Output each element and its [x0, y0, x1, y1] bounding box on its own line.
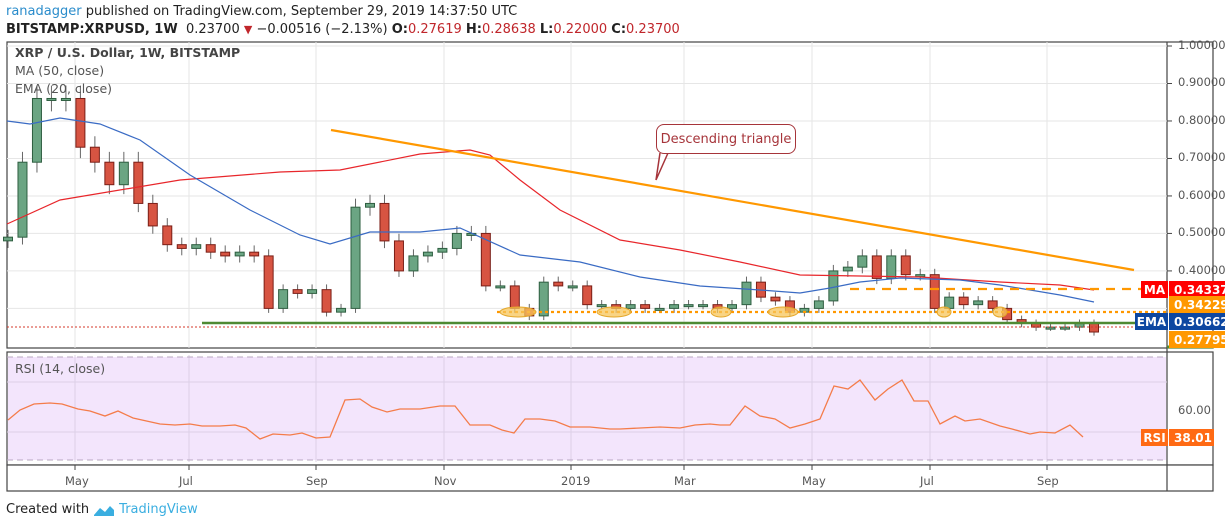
ma-line: [6, 149, 1095, 291]
tag-label-ema: EMA: [1135, 313, 1168, 330]
rsi-line: [7, 379, 1084, 440]
tradingview-logo-icon: [94, 505, 115, 516]
time-tick: Nov: [434, 474, 457, 488]
descending-trendline: [330, 128, 1135, 272]
price-tag: 0.34337: [1169, 281, 1229, 298]
legend-ma[interactable]: MA (50, close): [15, 63, 105, 78]
time-tick: Sep: [1037, 474, 1059, 488]
published-text: published on TradingView.com, September …: [85, 4, 518, 19]
time-tick: May: [802, 474, 826, 488]
price-tag: 0.34229: [1169, 296, 1229, 313]
rsi-tag-value: 38.01: [1169, 429, 1214, 446]
descending-triangle-callout[interactable]: Descending triangle: [656, 124, 796, 154]
price-tag: 0.27795: [1169, 331, 1229, 348]
price-tick: 0.60000: [1178, 187, 1226, 202]
legend-title: XRP / U.S. Dollar, 1W, BITSTAMP: [15, 45, 241, 60]
price-tick: 0.90000: [1178, 75, 1226, 90]
low-label: L:: [539, 22, 554, 37]
open-label: O:: [391, 22, 408, 37]
open-value: 0.27619: [407, 22, 462, 37]
tradingview-link[interactable]: TradingView: [119, 502, 198, 517]
last-price: 0.23700: [185, 22, 240, 37]
time-tick: 2019: [561, 474, 591, 488]
low-value: 0.22000: [553, 22, 608, 37]
legend-ema[interactable]: EMA (20, close): [15, 81, 113, 96]
symbol-info: BITSTAMP:XRPUSD, 1W 0.23700 ▼ −0.00516 (…: [6, 22, 680, 37]
time-tick: May: [65, 474, 89, 488]
price-tick: 0.40000: [1178, 262, 1226, 277]
close-label: C:: [611, 22, 627, 37]
down-arrow-icon: ▼: [243, 23, 253, 36]
time-tick: Mar: [674, 474, 696, 488]
high-label: H:: [465, 22, 482, 37]
time-tick: Jul: [179, 474, 193, 488]
high-value: 0.28638: [481, 22, 536, 37]
rsi-tag-label: RSI: [1141, 429, 1168, 446]
price-tick: 0.70000: [1178, 150, 1226, 165]
tag-label-ma: MA: [1141, 281, 1168, 298]
price-tick: 0.80000: [1178, 112, 1226, 127]
price-tick: 1.00000: [1178, 38, 1226, 52]
price-tick: 0.50000: [1178, 225, 1226, 240]
symbol-label: BITSTAMP:XRPUSD, 1W: [6, 22, 178, 37]
price-tag: 0.30662: [1169, 313, 1229, 330]
ema-line: [6, 117, 1095, 303]
created-with-text: Created with: [6, 502, 90, 517]
footer: Created with TradingView: [6, 502, 198, 517]
price-change: −0.00516 (−2.13%): [256, 22, 388, 37]
time-tick: Sep: [306, 474, 328, 488]
publish-info: ranadagger published on TradingView.com,…: [6, 4, 517, 19]
author-link[interactable]: ranadagger: [6, 4, 82, 19]
close-value: 0.23700: [626, 22, 680, 37]
time-tick: Jul: [920, 474, 934, 488]
rsi-tick-60: 60.00: [1178, 403, 1211, 417]
chart-legend: XRP / U.S. Dollar, 1W, BITSTAMP MA (50, …: [15, 44, 240, 98]
rsi-legend[interactable]: RSI (14, close): [15, 361, 106, 376]
